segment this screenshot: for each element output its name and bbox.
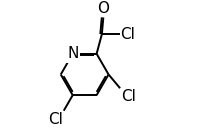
Text: Cl: Cl — [121, 89, 136, 104]
Text: O: O — [97, 1, 109, 16]
Text: N: N — [67, 46, 78, 61]
Text: Cl: Cl — [48, 112, 63, 127]
Text: Cl: Cl — [120, 27, 135, 42]
